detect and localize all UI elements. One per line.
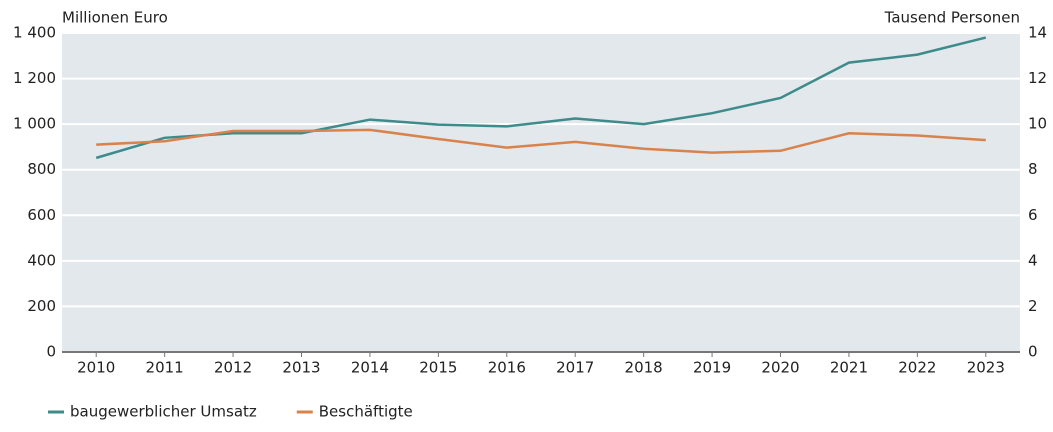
x-tick-label: 2018 — [625, 359, 663, 377]
y-tick-label: 600 — [27, 206, 56, 224]
y2-tick-label: 8 — [1028, 160, 1038, 178]
x-tick-label: 2020 — [761, 359, 799, 377]
y2-axis-title: Tausend Personen — [884, 9, 1020, 27]
legend-label: baugewerblicher Umsatz — [70, 403, 257, 421]
x-tick-label: 2012 — [214, 359, 252, 377]
y-tick-label: 800 — [27, 160, 56, 178]
y-tick-label: 1 000 — [13, 115, 56, 133]
x-tick-label: 2011 — [146, 359, 184, 377]
y2-tick-label: 6 — [1028, 206, 1038, 224]
x-tick-label: 2023 — [967, 359, 1005, 377]
x-tick-label: 2017 — [556, 359, 594, 377]
legend-label: Beschäftigte — [319, 403, 413, 421]
y-axis-title: Millionen Euro — [62, 9, 168, 27]
y-tick-label: 0 — [46, 343, 56, 361]
line-series — [96, 128, 986, 154]
plot-background — [62, 33, 1020, 352]
y2-tick-label: 2 — [1028, 297, 1038, 315]
x-tick-label: 2010 — [77, 359, 115, 377]
y2-tick-label: 10 — [1028, 115, 1047, 133]
x-tick-label: 2019 — [693, 359, 731, 377]
x-tick-label: 2021 — [830, 359, 868, 377]
x-tick-label: 2016 — [488, 359, 526, 377]
y-tick-label: 1 400 — [13, 24, 56, 42]
y2-tick-label: 14 — [1028, 24, 1047, 42]
x-tick-label: 2022 — [898, 359, 936, 377]
y-tick-label: 1 200 — [13, 69, 56, 87]
x-tick-label: 2014 — [351, 359, 389, 377]
y-tick-label: 400 — [27, 251, 56, 269]
y2-tick-label: 0 — [1028, 343, 1038, 361]
x-tick-label: 2015 — [419, 359, 457, 377]
line-series — [95, 36, 987, 160]
y2-tick-label: 4 — [1028, 251, 1038, 269]
y-tick-label: 200 — [27, 297, 56, 315]
x-tick-label: 2013 — [282, 359, 320, 377]
y2-tick-label: 12 — [1028, 69, 1047, 87]
